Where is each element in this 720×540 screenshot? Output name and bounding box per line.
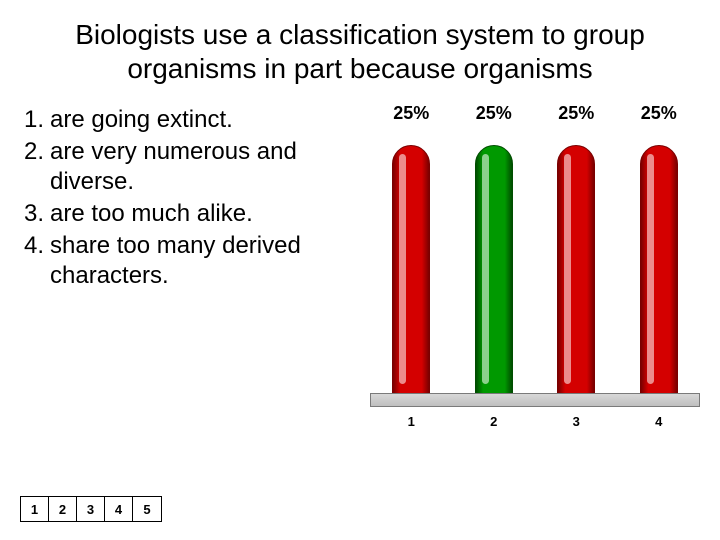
option-number: 4. xyxy=(20,231,50,291)
answer-options: 1. are going extinct. 2. are very numero… xyxy=(20,105,360,435)
bar-3 xyxy=(557,145,595,397)
option-2[interactable]: 2. are very numerous and diverse. xyxy=(20,137,360,197)
question-title: Biologists use a classification system t… xyxy=(40,18,680,85)
option-number: 2. xyxy=(20,137,50,197)
bar-1 xyxy=(392,145,430,397)
chart-base xyxy=(370,393,700,407)
bar-2 xyxy=(475,145,513,397)
countdown-strip: 1 2 3 4 5 xyxy=(20,496,162,522)
countdown-cell: 1 xyxy=(21,497,49,521)
option-number: 1. xyxy=(20,105,50,135)
x-label: 2 xyxy=(464,414,524,429)
x-axis-labels: 1 2 3 4 xyxy=(370,414,700,429)
slide: Biologists use a classification system t… xyxy=(0,0,720,540)
countdown-cell: 5 xyxy=(133,497,161,521)
countdown-cell: 3 xyxy=(77,497,105,521)
countdown-cell: 2 xyxy=(49,497,77,521)
option-3[interactable]: 3. are too much alike. xyxy=(20,199,360,229)
bar-chart: 25% 25% 25% 25% 1 2 3 4 xyxy=(370,105,700,435)
option-4[interactable]: 4. share too many derived characters. xyxy=(20,231,360,291)
countdown-cell: 4 xyxy=(105,497,133,521)
option-text: are too much alike. xyxy=(50,199,360,229)
content-row: 1. are going extinct. 2. are very numero… xyxy=(20,105,700,435)
x-label: 3 xyxy=(546,414,606,429)
bar-4 xyxy=(640,145,678,397)
x-label: 4 xyxy=(629,414,689,429)
chart-area xyxy=(370,117,700,407)
option-text: are very numerous and diverse. xyxy=(50,137,360,197)
bars-row xyxy=(370,137,700,397)
option-text: share too many derived characters. xyxy=(50,231,360,291)
option-number: 3. xyxy=(20,199,50,229)
option-text: are going extinct. xyxy=(50,105,360,135)
x-label: 1 xyxy=(381,414,441,429)
option-1[interactable]: 1. are going extinct. xyxy=(20,105,360,135)
